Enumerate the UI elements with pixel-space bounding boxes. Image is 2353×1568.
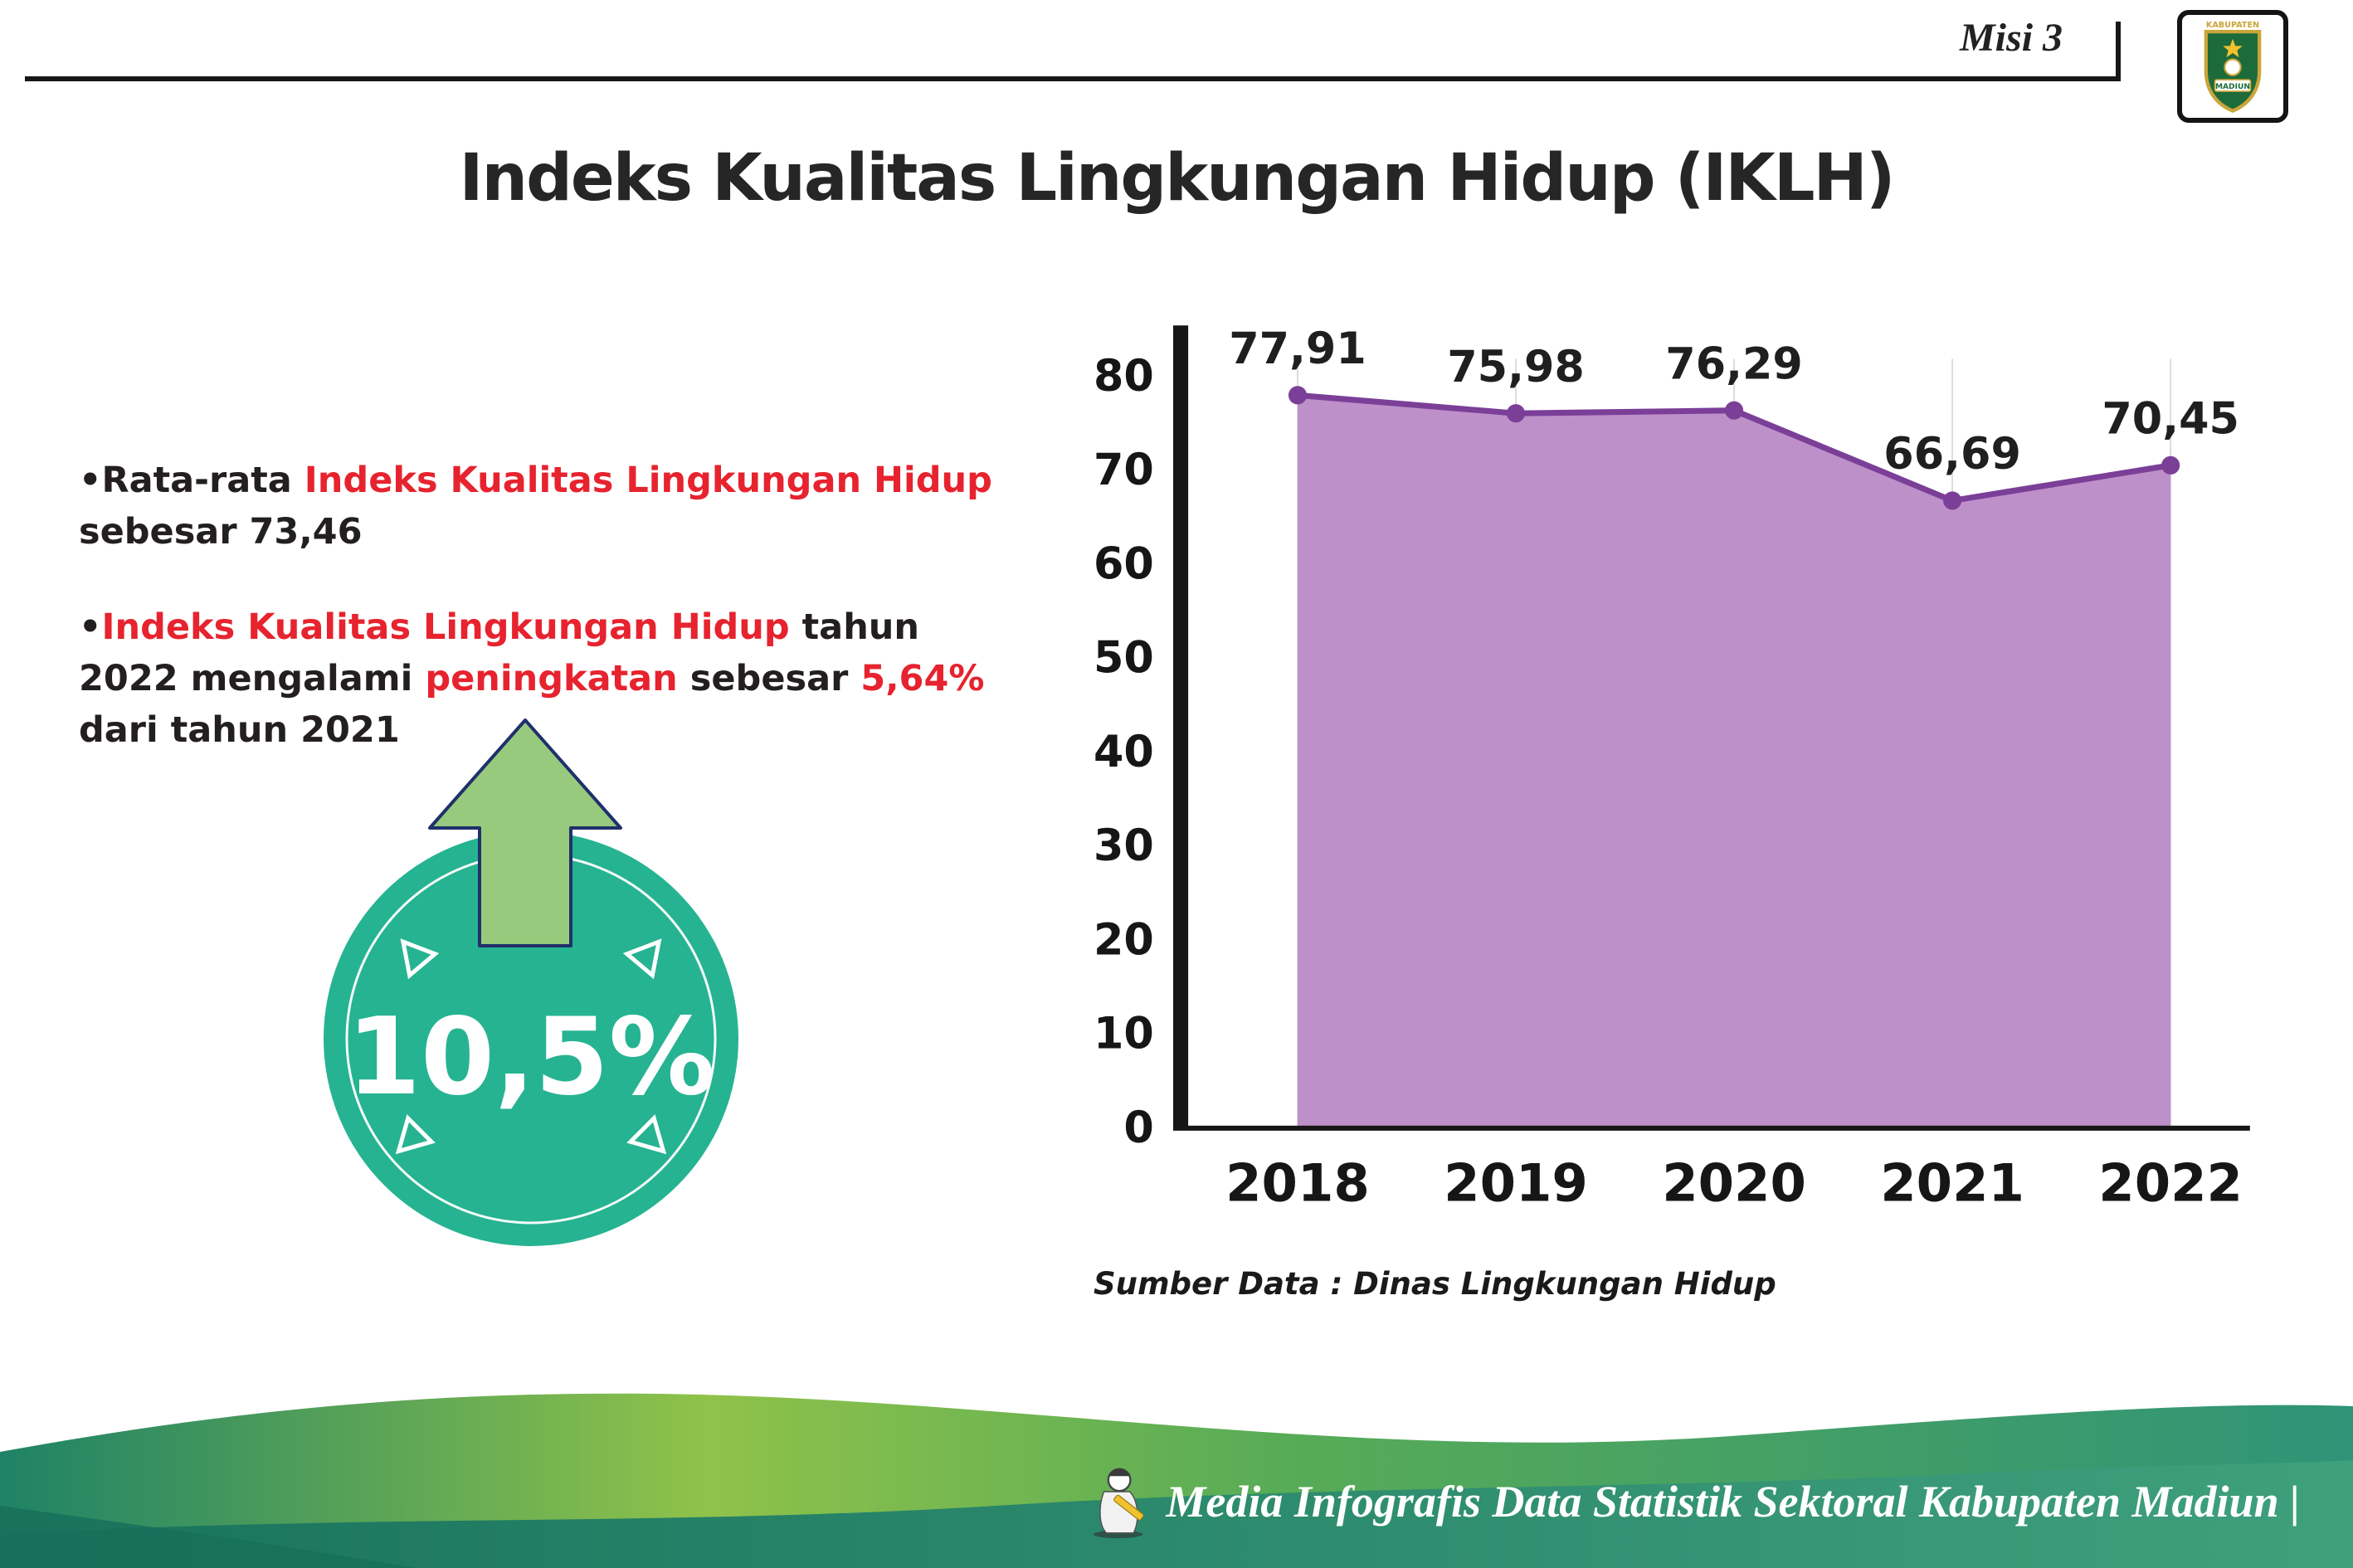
svg-text:75,98: 75,98 xyxy=(1447,342,1585,392)
bullet-marker: • xyxy=(79,606,102,648)
arrow-up-icon xyxy=(413,712,637,952)
logo-bottom-text: MADIUN xyxy=(2215,83,2250,91)
increase-percentage-badge: 10,5% xyxy=(322,830,741,1249)
svg-text:66,69: 66,69 xyxy=(1883,429,2021,480)
svg-text:60: 60 xyxy=(1094,538,1154,589)
bullet-text: tahun 2022 mengalami xyxy=(79,606,920,700)
bullet-text: sebesar 73,46 xyxy=(79,511,363,553)
svg-text:76,29: 76,29 xyxy=(1665,338,1803,389)
bullet-average-iklh: •Rata-rata Indeks Kualitas Lingkungan Hi… xyxy=(79,455,1016,558)
footer-wave-decoration xyxy=(0,1393,2353,1568)
increase-percentage-value: 10,5% xyxy=(347,996,715,1119)
triangle-ornament xyxy=(626,1114,667,1155)
triangle-ornament xyxy=(622,938,662,980)
svg-text:0: 0 xyxy=(1123,1103,1153,1153)
bullet-text-highlight: 5,64% xyxy=(860,658,985,700)
bullet-text: Rata-rata xyxy=(101,460,304,501)
chart-canvas: 0 10 20 30 40 50 60 70 80 2018 2019 2020 2021 2022 77,… xyxy=(1094,324,2250,1213)
svg-text:77,91: 77,91 xyxy=(1229,324,1366,374)
bullet-text: sebesar xyxy=(677,658,861,700)
triangle-ornament xyxy=(400,938,440,980)
bullet-text-highlight: Indeks Kualitas Lingkungan Hidup xyxy=(101,606,790,648)
svg-text:2019: 2019 xyxy=(1444,1152,1588,1213)
kabupaten-madiun-logo: KABUPATEN MADIUN xyxy=(2177,10,2288,123)
header-rule-corner xyxy=(2116,22,2121,81)
chart-source: Sumber Data : Dinas Lingkungan Hidup xyxy=(1094,1265,1776,1302)
percent-badge-circle: 10,5% xyxy=(324,831,738,1246)
bullet-text-highlight: Indeks Kualitas Lingkungan Hidup xyxy=(304,460,992,501)
svg-text:2021: 2021 xyxy=(1880,1152,2024,1213)
svg-text:50: 50 xyxy=(1094,633,1154,684)
mascot-icon xyxy=(1094,1468,1144,1539)
footer-credit-text: Media Infografis Data Statistik Sektoral… xyxy=(1166,1477,2300,1527)
svg-text:70,45: 70,45 xyxy=(2102,394,2239,445)
triangle-ornament xyxy=(395,1114,436,1155)
bullet-text: dari tahun 2021 xyxy=(79,709,400,752)
header-rule xyxy=(25,76,2119,81)
svg-text:30: 30 xyxy=(1094,821,1154,871)
misi-label: Misi 3 xyxy=(1960,16,2063,60)
bullet-increase-2022: •Indeks Kualitas Lingkungan Hidup tahun … xyxy=(79,601,1016,757)
svg-text:20: 20 xyxy=(1094,914,1154,965)
summary-bullets: •Rata-rata Indeks Kualitas Lingkungan Hi… xyxy=(79,455,1016,800)
iklh-area-chart: 0 10 20 30 40 50 60 70 80 2018 2019 2020 2021 2022 77,… xyxy=(1055,292,2275,1302)
bullet-marker: • xyxy=(79,460,102,501)
svg-text:70: 70 xyxy=(1094,445,1154,495)
svg-text:10: 10 xyxy=(1094,1009,1154,1059)
svg-text:80: 80 xyxy=(1094,351,1154,402)
svg-text:40: 40 xyxy=(1094,727,1154,777)
footer-credit: Media Infografis Data Statistik Sektoral… xyxy=(1084,1463,2300,1540)
bullet-text-highlight: peningkatan xyxy=(425,658,678,700)
svg-text:2018: 2018 xyxy=(1225,1152,1370,1213)
logo-top-text: KABUPATEN xyxy=(2206,21,2259,30)
svg-text:2022: 2022 xyxy=(2098,1152,2243,1213)
page-title: Indeks Kualitas Lingkungan Hidup (IKLH) xyxy=(459,141,1896,217)
svg-text:2020: 2020 xyxy=(1662,1152,1806,1213)
kabupaten-madiun-crest: KABUPATEN MADIUN xyxy=(2204,21,2262,113)
